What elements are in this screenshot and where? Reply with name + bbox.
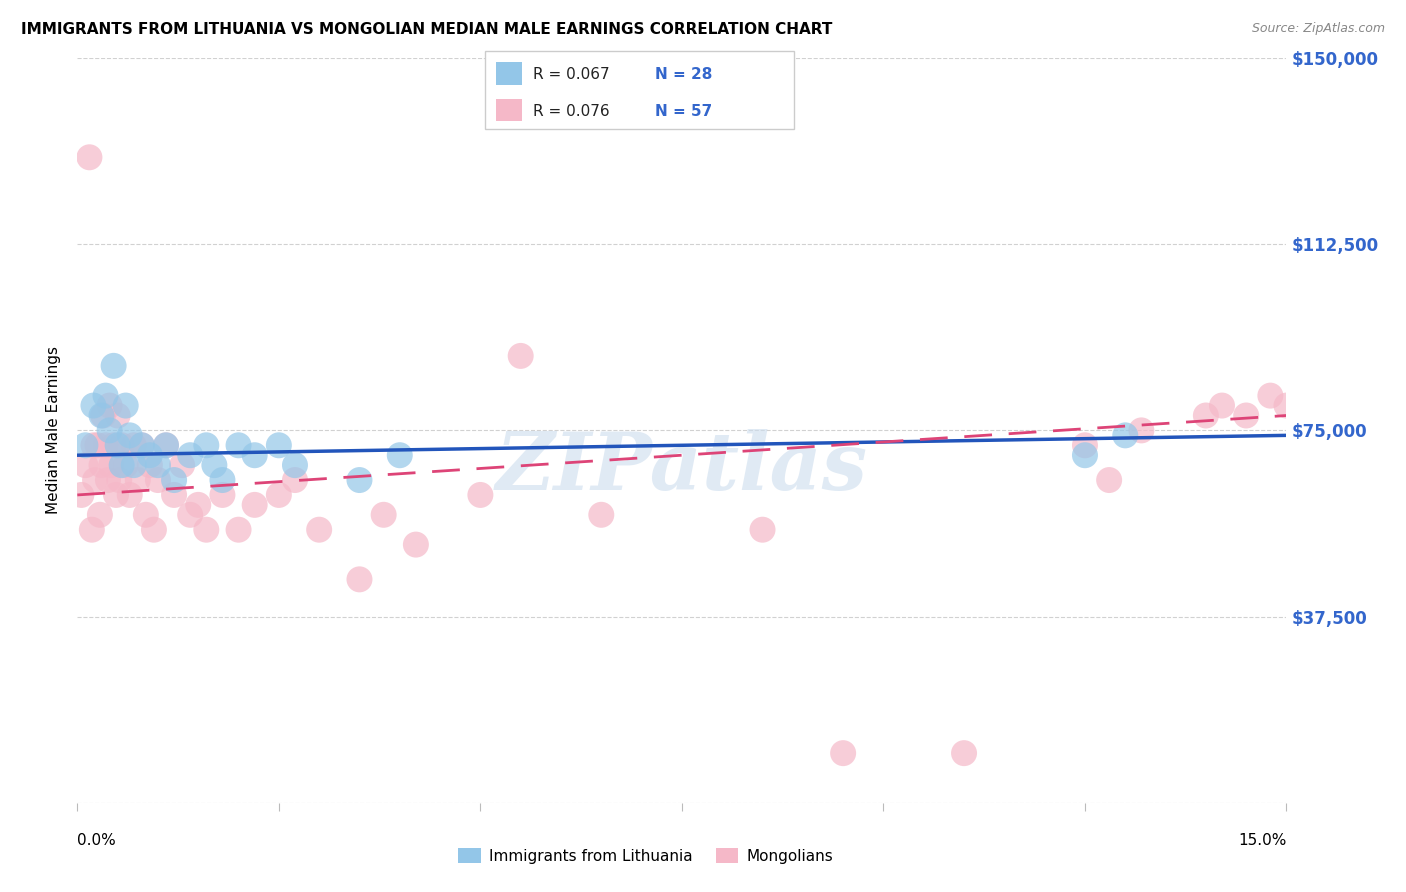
Point bbox=[163, 488, 186, 502]
Text: R = 0.076: R = 0.076 bbox=[533, 103, 609, 119]
Point bbox=[1195, 409, 1218, 423]
Point bbox=[82, 399, 104, 413]
Point bbox=[127, 473, 149, 487]
Point bbox=[82, 438, 104, 452]
Point bbox=[195, 438, 218, 452]
Point bbox=[155, 438, 177, 452]
Point bbox=[139, 458, 162, 472]
Point bbox=[1234, 409, 1257, 423]
Point bbox=[89, 508, 111, 522]
Point bbox=[131, 438, 153, 452]
Point bbox=[98, 423, 121, 437]
Point bbox=[103, 359, 125, 373]
Point bbox=[211, 488, 233, 502]
Point bbox=[163, 473, 186, 487]
Point bbox=[195, 523, 218, 537]
Point bbox=[75, 458, 97, 472]
Point bbox=[84, 473, 107, 487]
Point bbox=[1211, 399, 1233, 413]
Point bbox=[155, 438, 177, 452]
Point bbox=[131, 438, 153, 452]
Point bbox=[349, 573, 371, 587]
Point bbox=[1130, 423, 1153, 437]
Point bbox=[1260, 389, 1282, 403]
Point bbox=[228, 523, 250, 537]
Point bbox=[1074, 448, 1097, 462]
Text: 15.0%: 15.0% bbox=[1239, 833, 1286, 848]
Point bbox=[202, 458, 225, 472]
Text: IMMIGRANTS FROM LITHUANIA VS MONGOLIAN MEDIAN MALE EARNINGS CORRELATION CHART: IMMIGRANTS FROM LITHUANIA VS MONGOLIAN M… bbox=[21, 22, 832, 37]
Point bbox=[751, 523, 773, 537]
Y-axis label: Median Male Earnings: Median Male Earnings bbox=[46, 346, 62, 515]
Point bbox=[94, 389, 117, 403]
Point bbox=[267, 438, 290, 452]
Text: Source: ZipAtlas.com: Source: ZipAtlas.com bbox=[1251, 22, 1385, 36]
Point bbox=[1098, 473, 1121, 487]
Legend: Immigrants from Lithuania, Mongolians: Immigrants from Lithuania, Mongolians bbox=[453, 841, 839, 870]
Point bbox=[146, 473, 169, 487]
Point bbox=[79, 150, 101, 164]
Point bbox=[100, 458, 122, 472]
Point bbox=[75, 438, 97, 452]
Point bbox=[111, 438, 134, 452]
Point bbox=[284, 473, 307, 487]
Point bbox=[373, 508, 395, 522]
Point bbox=[91, 409, 114, 423]
Point bbox=[114, 399, 136, 413]
Point bbox=[179, 508, 201, 522]
Point bbox=[90, 458, 112, 472]
Point bbox=[107, 438, 129, 452]
Point bbox=[135, 508, 157, 522]
Point bbox=[179, 448, 201, 462]
Point bbox=[107, 409, 129, 423]
Point bbox=[108, 473, 131, 487]
Point bbox=[142, 523, 165, 537]
Text: R = 0.067: R = 0.067 bbox=[533, 67, 609, 82]
Point bbox=[114, 458, 136, 472]
Point bbox=[284, 458, 307, 472]
Text: N = 28: N = 28 bbox=[655, 67, 713, 82]
Point bbox=[1275, 399, 1298, 413]
Point bbox=[1114, 428, 1136, 442]
Point bbox=[103, 438, 125, 452]
Point bbox=[228, 438, 250, 452]
Point bbox=[308, 523, 330, 537]
Point bbox=[70, 488, 93, 502]
Point bbox=[86, 438, 108, 452]
Text: N = 57: N = 57 bbox=[655, 103, 713, 119]
Point bbox=[122, 438, 145, 452]
Point bbox=[139, 448, 162, 462]
Point bbox=[122, 458, 145, 472]
Point bbox=[953, 746, 976, 760]
Point bbox=[832, 746, 855, 760]
Point bbox=[509, 349, 531, 363]
Point bbox=[349, 473, 371, 487]
Point bbox=[172, 458, 194, 472]
Text: 0.0%: 0.0% bbox=[77, 833, 117, 848]
Point bbox=[211, 473, 233, 487]
Point bbox=[388, 448, 411, 462]
Point bbox=[90, 409, 112, 423]
Point bbox=[405, 538, 427, 552]
Point bbox=[118, 488, 141, 502]
Point bbox=[111, 458, 134, 472]
Point bbox=[118, 428, 141, 442]
Point bbox=[94, 438, 117, 452]
Point bbox=[470, 488, 492, 502]
Point bbox=[146, 458, 169, 472]
Point bbox=[105, 488, 128, 502]
Point bbox=[267, 488, 290, 502]
Point bbox=[187, 498, 209, 512]
Point bbox=[243, 448, 266, 462]
Point bbox=[80, 523, 103, 537]
Point bbox=[97, 473, 120, 487]
Point bbox=[1074, 438, 1097, 452]
Point bbox=[591, 508, 613, 522]
Point bbox=[98, 399, 121, 413]
Text: ZIPatlas: ZIPatlas bbox=[496, 429, 868, 507]
Point bbox=[243, 498, 266, 512]
